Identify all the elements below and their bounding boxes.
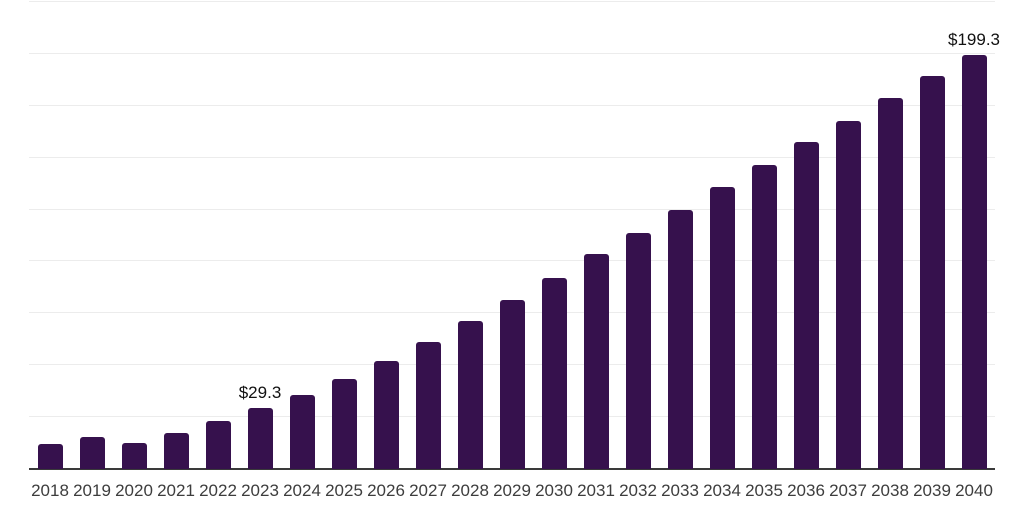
x-axis-label-2024: 2024 xyxy=(283,481,321,500)
x-axis-label-2033: 2033 xyxy=(661,481,699,500)
x-axis-label-2039: 2039 xyxy=(913,481,951,500)
bar-2026 xyxy=(373,360,399,469)
x-axis-label-2037: 2037 xyxy=(829,481,867,500)
value-label-2023: $29.3 xyxy=(238,383,282,403)
x-axis-label-2040: 2040 xyxy=(955,481,993,500)
bar-2038 xyxy=(877,98,903,469)
gridline-200 xyxy=(29,52,995,54)
bar-2030 xyxy=(541,278,567,469)
bar-2023 xyxy=(247,408,273,469)
plot-area: $29.3 $199.3 xyxy=(29,1,1000,470)
value-label-2040: $199.3 xyxy=(948,30,1000,50)
x-axis-label-2020: 2020 xyxy=(115,481,153,500)
bar-2035 xyxy=(751,165,777,469)
x-axis-label-2019: 2019 xyxy=(73,481,111,500)
x-axis-label-2021: 2021 xyxy=(157,481,195,500)
x-axis-label-2038: 2038 xyxy=(871,481,909,500)
bar-2034 xyxy=(709,187,735,469)
bar-2037 xyxy=(835,121,861,469)
bar-2021 xyxy=(163,433,189,469)
gridline-100 xyxy=(29,260,995,262)
gridline-225 xyxy=(29,1,995,2)
bar-2020 xyxy=(121,443,147,469)
gridline-125 xyxy=(29,208,995,210)
x-axis-label-2030: 2030 xyxy=(535,481,573,500)
x-axis-label-2034: 2034 xyxy=(703,481,741,500)
bar-2033 xyxy=(667,209,693,469)
gridline-150 xyxy=(29,156,995,158)
bar-2040 xyxy=(961,55,987,469)
bar-2039 xyxy=(919,76,945,469)
x-axis-label-2028: 2028 xyxy=(451,481,489,500)
x-axis-label-2018: 2018 xyxy=(31,481,69,500)
x-axis-label-2027: 2027 xyxy=(409,481,447,500)
x-axis-label-2031: 2031 xyxy=(577,481,615,500)
bar-2031 xyxy=(583,254,609,469)
bar-2025 xyxy=(331,378,357,469)
x-axis-labels: 2018 2019 2020 2021 2022 2023 2024 2025 2026 2027… xyxy=(29,481,995,505)
x-axis-label-2032: 2032 xyxy=(619,481,657,500)
x-axis-label-2023: 2023 xyxy=(241,481,279,500)
bar-2036 xyxy=(793,142,819,469)
bar-2027 xyxy=(415,342,441,469)
bar-2028 xyxy=(457,321,483,469)
gridline-175 xyxy=(29,104,995,106)
bar-2018 xyxy=(37,444,63,469)
x-axis-line xyxy=(29,468,995,470)
x-axis-label-2029: 2029 xyxy=(493,481,531,500)
x-axis-label-2022: 2022 xyxy=(199,481,237,500)
x-axis-label-2036: 2036 xyxy=(787,481,825,500)
bar-2032 xyxy=(625,233,651,469)
bar-2029 xyxy=(499,300,525,469)
x-axis-label-2035: 2035 xyxy=(745,481,783,500)
bar-2024 xyxy=(289,394,315,469)
x-axis-label-2025: 2025 xyxy=(325,481,363,500)
bar-2019 xyxy=(79,436,105,469)
bar-2022 xyxy=(205,421,231,469)
x-axis-label-2026: 2026 xyxy=(367,481,405,500)
